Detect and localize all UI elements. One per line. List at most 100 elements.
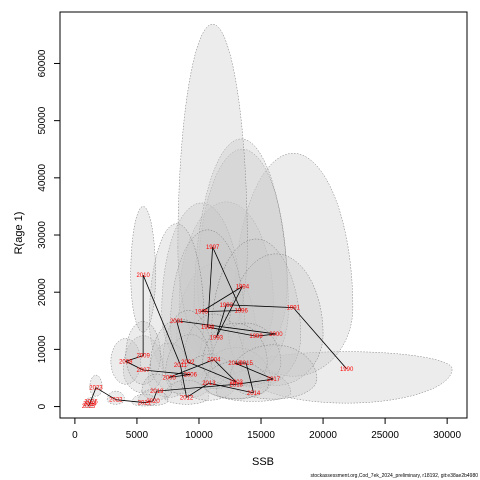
trajectory-segment-1999-2000: [256, 333, 276, 337]
year-label-2021: 2021: [138, 401, 152, 407]
trajectory-segment-1997-1998: [207, 246, 214, 328]
year-label-2022: 2022: [109, 398, 123, 404]
trajectory-segment-2013-2014: [208, 382, 254, 394]
confidence-ellipse-1991: [233, 153, 354, 377]
trajectory-segment-2016-2017: [234, 362, 274, 380]
year-label-1995: 1995: [195, 310, 209, 316]
trajectory-segment-2000-2001: [176, 320, 276, 335]
confidence-ellipse-2004: [183, 313, 244, 389]
year-label-2010: 2010: [136, 273, 150, 279]
confidence-ellipse-2008: [110, 338, 141, 385]
trajectory-lines: [88, 246, 347, 407]
confidence-ellipse-2020: [137, 389, 169, 406]
confidence-ellipse-1990: [240, 351, 453, 404]
trajectory-segment-2018-2019: [156, 383, 237, 392]
x-tick-label: 5000: [126, 430, 149, 441]
y-tick-label: 30000: [37, 221, 48, 249]
trajectory-segment-2004-2005: [169, 359, 215, 378]
confidence-ellipse-2022: [106, 390, 125, 405]
trajectory-segment-1991-1992: [226, 304, 294, 309]
trajectory-segment-1993-1994: [215, 286, 243, 338]
y-tick-label: 20000: [37, 278, 48, 306]
trajectory-segment-2022-2023: [95, 387, 117, 401]
year-label-2016: 2016: [228, 361, 242, 367]
x-axis-title: SSB: [252, 456, 274, 468]
year-label-1991: 1991: [287, 306, 301, 312]
year-label-2023: 2023: [89, 386, 103, 392]
year-label-1992: 1992: [220, 303, 234, 309]
confidence-ellipse-2021: [131, 393, 158, 407]
confidence-ellipse-2000: [228, 253, 324, 386]
trajectory-segment-2021-2022: [115, 399, 145, 403]
trajectory-segment-1994-1995: [201, 286, 243, 312]
year-label-2008: 2008: [119, 359, 133, 365]
y-tick-label: 0: [37, 403, 48, 409]
x-tick-label: 30000: [433, 430, 461, 441]
confidence-ellipse-1996: [193, 138, 289, 380]
x-tick-label: 25000: [371, 430, 399, 441]
y-axis-title: R(age 1): [13, 212, 25, 255]
trajectory-segment-1992-1993: [215, 304, 227, 338]
year-label-2000: 2000: [269, 332, 283, 338]
confidence-ellipse-2007: [123, 335, 164, 393]
year-label-2024: 2024: [83, 402, 97, 408]
trajectory-segment-2003-2004: [213, 359, 237, 383]
y-tick-label: 40000: [37, 163, 48, 191]
year-label-1997: 1997: [206, 245, 220, 251]
trajectory-segment-2011-2012: [179, 364, 187, 398]
year-label-2002: 2002: [181, 360, 195, 366]
trajectory-segment-2001-2002: [176, 320, 189, 363]
year-label-1999: 1999: [249, 334, 263, 340]
trajectory-segment-2023-2024: [89, 387, 97, 404]
year-label-1998: 1998: [201, 325, 215, 331]
confidence-ellipse-2012: [163, 380, 210, 405]
year-label-2004: 2004: [207, 358, 221, 364]
confidence-ellipse-2002: [162, 310, 213, 391]
confidence-ellipse-1995: [161, 202, 242, 375]
trajectory-segment-2017-2018: [236, 378, 274, 385]
confidence-ellipse-2025: [83, 402, 94, 408]
x-tick-label: 20000: [309, 430, 337, 441]
y-tick-label: 10000: [37, 335, 48, 363]
year-label-2005: 2005: [163, 375, 177, 381]
trajectory-segment-2007-2008: [125, 361, 144, 371]
trajectory-segment-2002-2003: [187, 361, 237, 383]
confidence-ellipse-2024: [84, 398, 95, 407]
trajectory-segment-2012-2013: [186, 382, 210, 398]
confidence-ellipse-2001: [149, 223, 205, 379]
trajectory-segment-1996-1997: [212, 246, 242, 311]
confidence-ellipse-1992: [178, 201, 274, 368]
trajectory-segment-2019-2020: [152, 390, 158, 401]
y-axis: 0 10000 20000 30000 40000 50000 60000: [37, 49, 61, 409]
trajectory-segment-1990-1991: [292, 307, 347, 370]
year-label-1996: 1996: [234, 308, 248, 314]
year-label-2020: 2020: [146, 399, 160, 405]
year-label-2007: 2007: [136, 368, 150, 374]
year-label-1994: 1994: [236, 284, 250, 290]
year-label-2026: 2026: [84, 399, 98, 405]
trajectory-segment-2005-2006: [169, 374, 191, 378]
year-label-2017: 2017: [267, 377, 281, 383]
confidence-ellipse-2013: [181, 354, 237, 401]
year-label-2009: 2009: [136, 354, 150, 360]
trajectory-segment-2025-2026: [88, 401, 92, 407]
year-label-2019: 2019: [150, 389, 164, 395]
confidence-ellipse-2010: [130, 206, 156, 333]
confidence-ellipse-1997: [177, 23, 248, 356]
confidence-ellipse-2019: [141, 373, 172, 400]
trajectory-segment-2020-2021: [144, 400, 154, 403]
x-tick-label: 15000: [247, 430, 275, 441]
year-label-2025: 2025: [82, 404, 96, 410]
footer-credit: stockassessment.org,Cod_7ek_2024_prelimi…: [310, 473, 478, 479]
confidence-ellipse-2011: [150, 318, 211, 394]
y-tick-label: 60000: [37, 49, 48, 77]
year-label-2012: 2012: [180, 395, 194, 401]
year-label-2011: 2011: [174, 363, 188, 369]
trajectory-segment-1995-1996: [201, 310, 242, 313]
confidence-ellipse-2014: [216, 369, 292, 402]
confidence-ellipse-2003: [201, 347, 272, 400]
year-label-2015: 2015: [239, 361, 253, 367]
confidence-ellipse-2015: [211, 322, 282, 387]
